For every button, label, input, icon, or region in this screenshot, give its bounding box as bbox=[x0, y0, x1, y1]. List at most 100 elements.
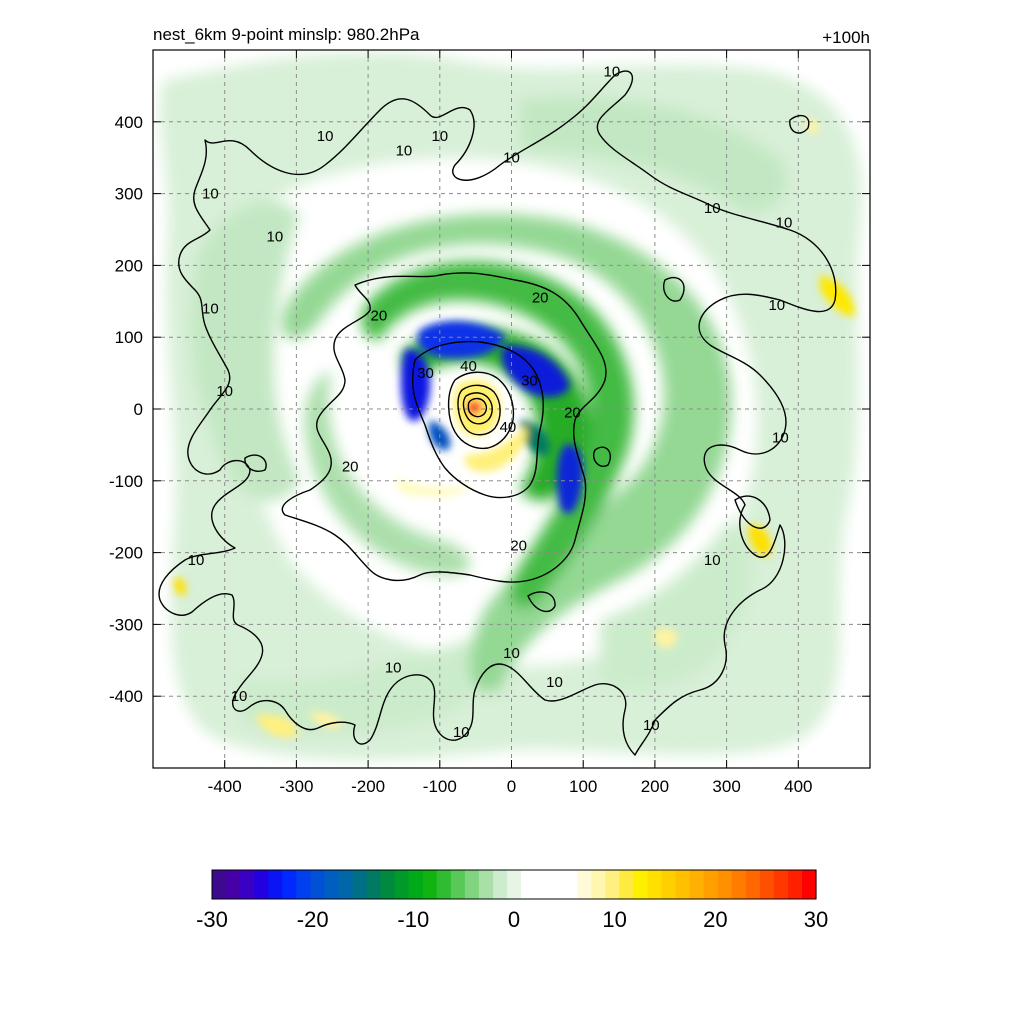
colorbar-swatch-5 bbox=[282, 870, 297, 899]
contour-label-29: 40 bbox=[500, 419, 517, 436]
shade-spiral-3 bbox=[304, 371, 470, 576]
contour-label-27: 30 bbox=[521, 372, 538, 389]
colorbar-swatch-28 bbox=[605, 870, 620, 899]
colorbar-tick-label-6: 30 bbox=[804, 907, 828, 932]
y-tick-label-1: 300 bbox=[115, 185, 143, 204]
colorbar-swatch-32 bbox=[661, 870, 677, 899]
colorbar-swatch-33 bbox=[675, 870, 691, 899]
contour-label-3: 10 bbox=[431, 128, 448, 145]
axis-ticks bbox=[153, 50, 870, 768]
contour-label-6: 10 bbox=[267, 229, 284, 246]
colorbar-swatch-0 bbox=[212, 870, 227, 899]
colorbar-swatch-26 bbox=[577, 870, 592, 899]
contour-10-island-e bbox=[663, 276, 685, 302]
colorbar-tick-label-3: 0 bbox=[508, 907, 520, 932]
contour-label-8: 10 bbox=[776, 214, 793, 231]
shade-neg-core-s bbox=[520, 420, 550, 456]
contour-10-outer bbox=[158, 70, 837, 756]
colorbar-swatch-15 bbox=[422, 870, 438, 899]
contour-inner-1 bbox=[457, 384, 501, 436]
contour-20 bbox=[281, 272, 607, 583]
colorbar-swatch-21 bbox=[506, 870, 522, 899]
colorbar-swatch-42 bbox=[801, 870, 817, 899]
colorbar-swatch-38 bbox=[745, 870, 761, 899]
x-tick-label-1: -300 bbox=[279, 777, 313, 796]
contour-label-14: 10 bbox=[704, 552, 721, 569]
contour-label-4: 10 bbox=[503, 150, 520, 167]
colorbar-swatch-11 bbox=[366, 870, 382, 899]
shade-pos-eye-red bbox=[467, 400, 482, 415]
y-tick-label-3: 100 bbox=[115, 328, 143, 347]
colorbar-swatch-22 bbox=[521, 870, 536, 899]
shade-band-sw bbox=[240, 640, 487, 735]
x-axis-tick-labels: -400 -300 -200 -100 0 100 200 300 400 bbox=[208, 777, 813, 796]
shade-pos-arc bbox=[464, 425, 527, 472]
y-tick-label-5: -100 bbox=[109, 472, 143, 491]
colorbar-swatch-4 bbox=[268, 870, 283, 899]
shade-pos-s-blob-1 bbox=[255, 714, 299, 738]
contour-inner-2 bbox=[462, 392, 493, 425]
x-tick-label-2: -200 bbox=[351, 777, 385, 796]
colorbar-swatch-16 bbox=[436, 870, 452, 899]
shade-neg-core-w bbox=[400, 349, 431, 421]
shade-band-ne bbox=[520, 97, 787, 212]
colorbar-swatch-20 bbox=[492, 870, 508, 899]
colorbar-frame bbox=[211, 869, 817, 900]
shade-band-se bbox=[600, 520, 752, 690]
contour-inner-3 bbox=[467, 397, 488, 418]
colorbar-swatch-1 bbox=[226, 870, 241, 899]
colorbar-tick-labels: -30 -20 -10 0 10 20 30 bbox=[196, 907, 828, 932]
contour-10-island-ne bbox=[789, 114, 810, 134]
colorbar-swatch-18 bbox=[464, 870, 480, 899]
colorbar-swatch-30 bbox=[633, 870, 649, 899]
contour-label-28: 40 bbox=[460, 358, 477, 375]
contour-label-11: 10 bbox=[216, 383, 233, 400]
contour-label-25: 20 bbox=[510, 537, 527, 554]
contour-30 bbox=[411, 340, 544, 499]
contour-label-13: 10 bbox=[188, 552, 205, 569]
contour-label-2: 10 bbox=[396, 143, 413, 160]
contour-label-10: 10 bbox=[768, 297, 785, 314]
contour-labels: 10 10 10 10 10 10 10 10 10 10 10 10 10 10 10 10 10 10 10 10… bbox=[188, 64, 793, 742]
colorbar-swatches bbox=[212, 870, 817, 899]
x-tick-label-5: 100 bbox=[569, 777, 597, 796]
colorbar-swatch-7 bbox=[310, 870, 325, 899]
colorbar-swatch-6 bbox=[296, 870, 311, 899]
y-tick-label-4: 0 bbox=[134, 400, 143, 419]
contour-label-9: 10 bbox=[202, 300, 219, 317]
plot-area: 10 10 10 10 10 10 10 10 10 10 10 10 10 10 10 10 10 10 10 10… bbox=[152, 49, 871, 769]
shade-spiral-1 bbox=[281, 213, 732, 692]
colorbar-swatch-2 bbox=[240, 870, 255, 899]
shade-outer-ring bbox=[159, 52, 862, 760]
contour-label-18: 10 bbox=[231, 688, 248, 705]
y-tick-label-2: 200 bbox=[115, 256, 143, 275]
shade-pos-s-blob-3 bbox=[654, 628, 678, 649]
chart-subtitle: +100h bbox=[822, 28, 870, 47]
colorbar-swatch-40 bbox=[773, 870, 789, 899]
shade-neg-core-ne bbox=[501, 345, 570, 397]
contour-label-1: 10 bbox=[317, 128, 334, 145]
contour-40 bbox=[447, 371, 515, 450]
shade-spiral-2 bbox=[361, 261, 634, 609]
colorbar-swatch-19 bbox=[478, 870, 494, 899]
contour-10-island-w bbox=[244, 454, 267, 472]
contour-10-island-se bbox=[734, 495, 771, 529]
colorbar-swatch-27 bbox=[591, 870, 606, 899]
colorbar-swatch-3 bbox=[254, 870, 269, 899]
contour-label-23: 20 bbox=[564, 405, 581, 422]
colorbar-tick-label-5: 20 bbox=[703, 907, 727, 932]
x-tick-label-3: -100 bbox=[423, 777, 457, 796]
colorbar-swatch-13 bbox=[394, 870, 410, 899]
y-tick-label-7: -300 bbox=[109, 615, 143, 634]
contour-10-island-sw bbox=[527, 591, 556, 613]
colorbar-swatch-14 bbox=[408, 870, 424, 899]
contour-label-16: 10 bbox=[546, 674, 563, 691]
colorbar-swatch-8 bbox=[324, 870, 340, 899]
shade-pos-arc-s bbox=[395, 478, 470, 497]
colorbar-swatch-34 bbox=[689, 870, 705, 899]
shade-band-w bbox=[191, 201, 300, 501]
shade-neg-core-e bbox=[557, 444, 584, 514]
shade-pos-se-blob bbox=[748, 524, 772, 557]
colorbar-tick-label-2: -10 bbox=[397, 907, 429, 932]
